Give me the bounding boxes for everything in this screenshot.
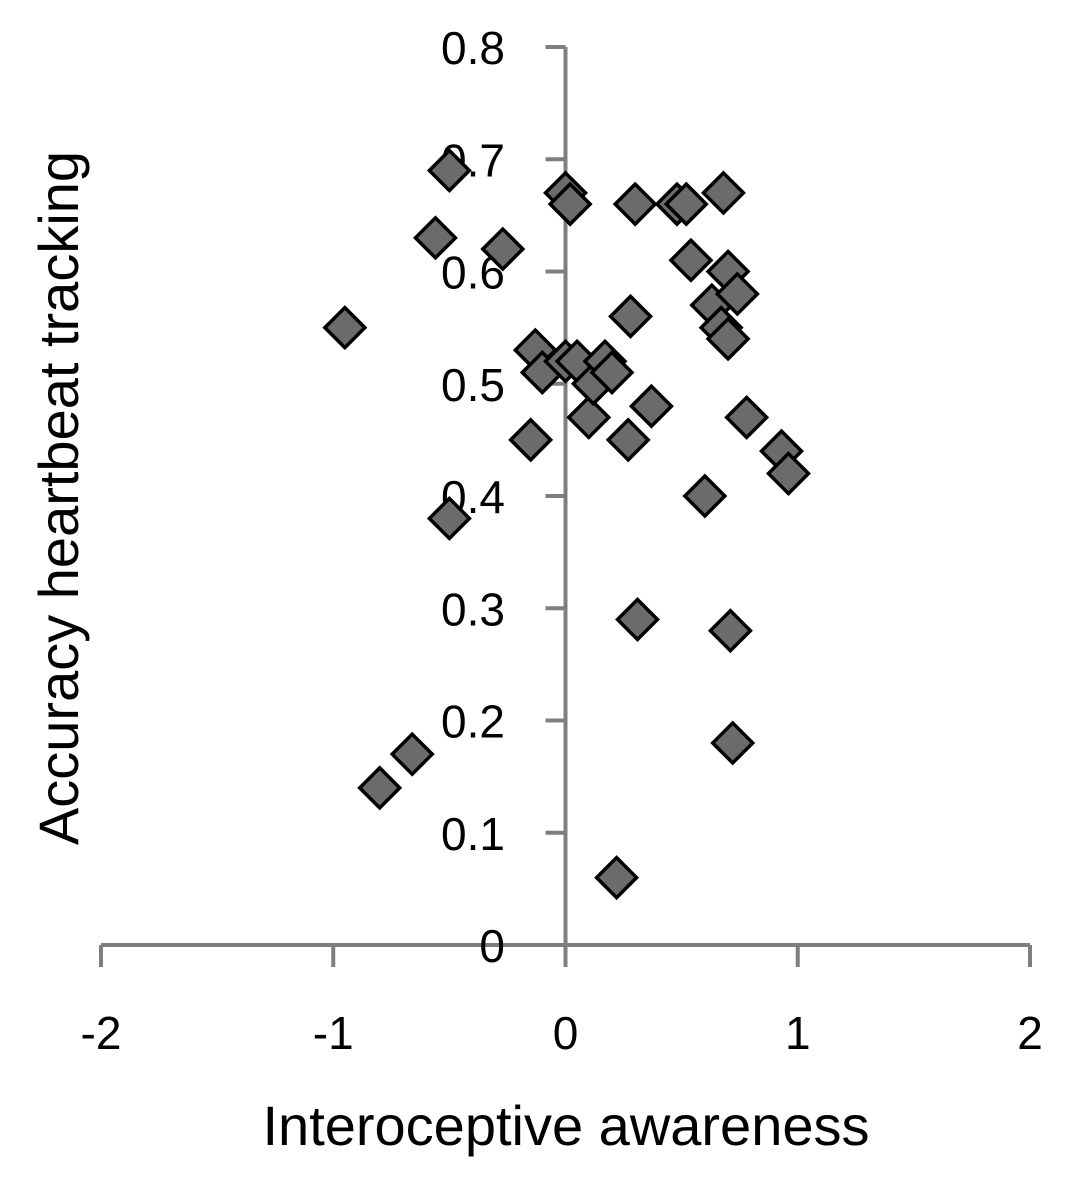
y-axis-title: Accuracy heartbeat tracking bbox=[27, 151, 90, 845]
x-tick-label: 2 bbox=[1017, 1007, 1043, 1059]
data-point bbox=[682, 473, 728, 519]
y-tick-label: 0.2 bbox=[441, 696, 505, 748]
data-point bbox=[412, 215, 458, 261]
y-tick-label: 0.5 bbox=[441, 359, 505, 411]
data-point bbox=[357, 765, 403, 811]
y-tick-label: 0.8 bbox=[441, 22, 505, 74]
data-point bbox=[765, 451, 811, 497]
x-tick-labels: -2 -1 0 1 2 bbox=[81, 1007, 1043, 1059]
data-point bbox=[612, 181, 658, 227]
data-point bbox=[608, 293, 654, 339]
data-point bbox=[480, 226, 526, 272]
data-point bbox=[508, 417, 554, 463]
x-axis-title: Interoceptive awareness bbox=[262, 1094, 869, 1157]
data-point bbox=[426, 148, 472, 193]
data-point bbox=[710, 720, 756, 766]
data-point bbox=[594, 855, 640, 901]
data-points bbox=[322, 148, 811, 901]
data-point bbox=[605, 417, 651, 463]
data-point bbox=[322, 305, 368, 351]
x-tick-label: 0 bbox=[553, 1007, 579, 1059]
data-point bbox=[628, 383, 674, 429]
data-point bbox=[389, 731, 435, 777]
data-point bbox=[589, 350, 635, 395]
data-point bbox=[705, 316, 751, 362]
data-point bbox=[566, 394, 612, 440]
y-tick-label: 0.1 bbox=[441, 808, 505, 860]
data-point bbox=[700, 170, 746, 216]
x-ticks bbox=[99, 945, 1032, 967]
y-tick-label: 0.3 bbox=[441, 583, 505, 635]
x-tick-label: -1 bbox=[313, 1007, 354, 1059]
x-tick-label: 1 bbox=[785, 1007, 811, 1059]
data-point bbox=[426, 495, 472, 541]
data-point bbox=[707, 608, 753, 654]
data-point bbox=[724, 394, 770, 440]
data-point bbox=[615, 597, 660, 642]
data-point bbox=[714, 271, 760, 317]
y-tick-label: 0 bbox=[479, 920, 505, 972]
data-point bbox=[663, 181, 709, 227]
x-tick-label: -2 bbox=[81, 1007, 122, 1059]
y-ticks bbox=[545, 45, 566, 947]
data-point bbox=[668, 237, 714, 283]
data-point bbox=[547, 181, 593, 227]
